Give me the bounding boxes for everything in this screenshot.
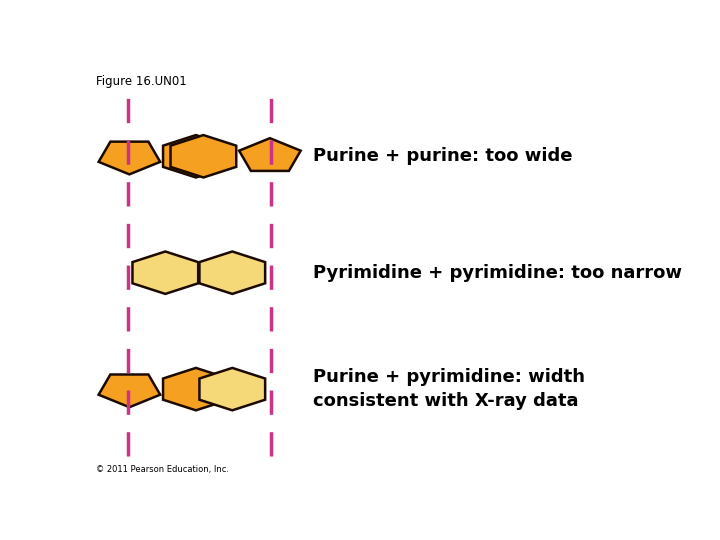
Text: Figure 16.UN01: Figure 16.UN01 bbox=[96, 75, 186, 88]
Text: Pyrimidine + pyrimidine: too narrow: Pyrimidine + pyrimidine: too narrow bbox=[313, 264, 683, 282]
Polygon shape bbox=[132, 252, 198, 294]
Polygon shape bbox=[171, 135, 236, 178]
Polygon shape bbox=[99, 141, 160, 174]
Text: © 2011 Pearson Education, Inc.: © 2011 Pearson Education, Inc. bbox=[96, 465, 228, 474]
Polygon shape bbox=[239, 138, 301, 171]
Text: Purine + pyrimidine: width
consistent with X-ray data: Purine + pyrimidine: width consistent wi… bbox=[313, 368, 585, 410]
Polygon shape bbox=[163, 135, 229, 178]
Polygon shape bbox=[199, 252, 265, 294]
Polygon shape bbox=[163, 368, 229, 410]
Text: Purine + purine: too wide: Purine + purine: too wide bbox=[313, 147, 572, 165]
Polygon shape bbox=[199, 368, 265, 410]
Polygon shape bbox=[99, 375, 160, 407]
